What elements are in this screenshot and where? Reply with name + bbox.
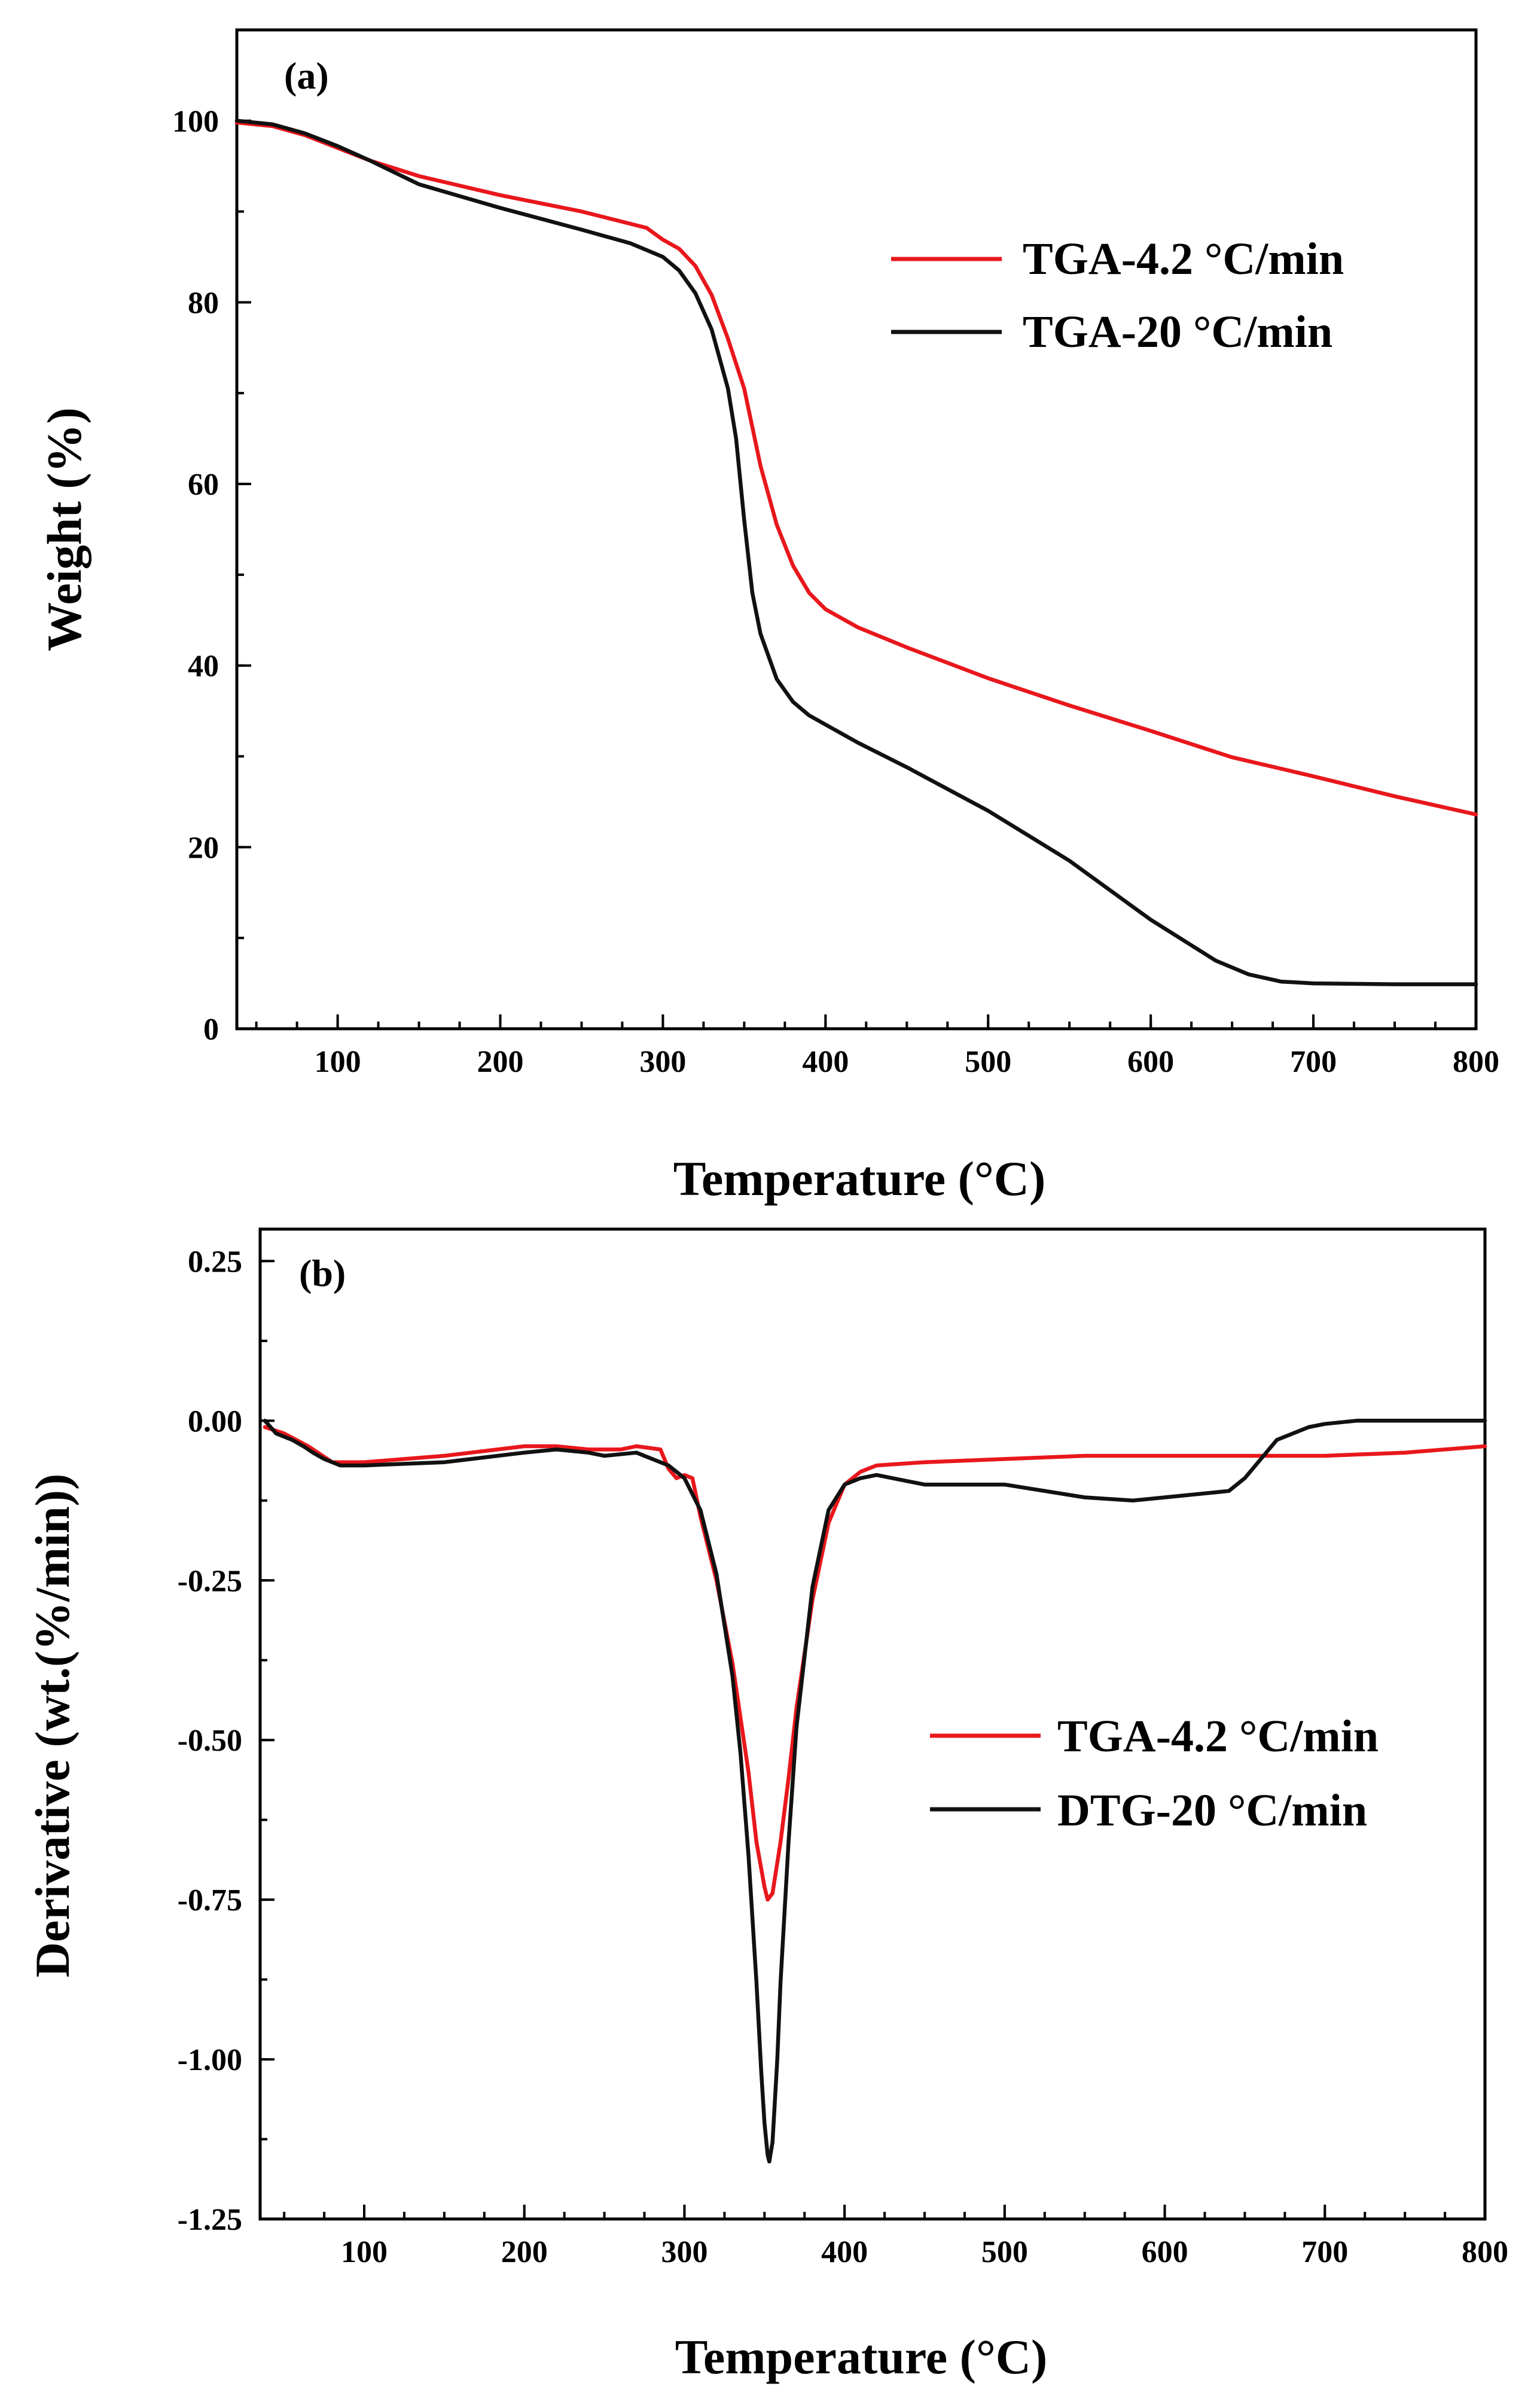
legend-label-tga-4-2-b: TGA-4.2 °C/min bbox=[1057, 1711, 1379, 1761]
panel-b-axis-ticks: 100 200 300 400 500 600 700 800 0.25 0.00 -0.25 -0.… bbox=[178, 1245, 1508, 2269]
panel-b-derivative-chart: 100 200 300 400 500 600 700 800 0.25 0.00 -0.25 -0.… bbox=[25, 1227, 1508, 2384]
panel-a-weight-chart: 100 200 300 400 500 600 700 800 0 20 40 60 80 100 (a)… bbox=[37, 28, 1499, 1206]
panel-b-y-axis-title: Derivative (wt.(%/min)) bbox=[25, 1474, 80, 1978]
panel-b-legend: TGA-4.2 °C/min DTG-20 °C/min bbox=[930, 1711, 1379, 1836]
b-x-tick-label-200: 200 bbox=[501, 2235, 548, 2269]
b-y-tick-label-0-00: 0.00 bbox=[188, 1404, 242, 1438]
a-y-tick-label-100: 100 bbox=[172, 105, 219, 139]
panel-a-series-group bbox=[234, 118, 1478, 986]
b-x-tick-label-700: 700 bbox=[1301, 2235, 1348, 2269]
b-series-line-tga-4-2-c-min bbox=[263, 1425, 1487, 1902]
legend-label-dtg-20: DTG-20 °C/min bbox=[1057, 1785, 1367, 1836]
a-y-tick-label-20: 20 bbox=[188, 831, 219, 865]
b-y-tick-label-0-50: -0.50 bbox=[178, 1724, 242, 1758]
panel-a-plot-frame bbox=[235, 28, 1478, 1031]
a-x-tick-label-200: 200 bbox=[477, 1045, 524, 1079]
a-y-tick-label-40: 40 bbox=[188, 650, 219, 684]
b-y-tick-label-1-25: -1.25 bbox=[178, 2203, 242, 2237]
panel-b-x-axis-title: Temperature (°C) bbox=[675, 2330, 1048, 2384]
b-x-tick-label-600: 600 bbox=[1142, 2235, 1188, 2269]
panel-b-plot-frame bbox=[258, 1227, 1487, 2221]
a-x-tick-label-800: 800 bbox=[1453, 1045, 1499, 1079]
panel-b-series-group bbox=[263, 1419, 1487, 2164]
legend-label-tga-4-2: TGA-4.2 °C/min bbox=[1023, 234, 1344, 284]
legend-label-tga-20: TGA-20 °C/min bbox=[1023, 307, 1332, 357]
b-x-tick-label-400: 400 bbox=[821, 2235, 868, 2269]
a-series-line-tga-20-c-min bbox=[234, 118, 1478, 986]
b-y-tick-label-0-75: -0.75 bbox=[178, 1883, 242, 1918]
a-x-tick-label-300: 300 bbox=[639, 1045, 686, 1079]
a-x-tick-label-500: 500 bbox=[965, 1045, 1011, 1079]
a-y-tick-label-80: 80 bbox=[188, 286, 219, 320]
b-x-tick-label-100: 100 bbox=[341, 2235, 388, 2269]
panel-a-y-axis-title: Weight (%) bbox=[37, 407, 92, 651]
a-x-tick-label-400: 400 bbox=[802, 1045, 849, 1079]
a-x-tick-label-700: 700 bbox=[1290, 1045, 1337, 1079]
panel-a-label: (a) bbox=[284, 54, 329, 97]
a-x-tick-label-100: 100 bbox=[315, 1045, 361, 1079]
a-series-line-tga-4-2-c-min bbox=[234, 120, 1478, 816]
b-x-tick-label-800: 800 bbox=[1462, 2235, 1508, 2269]
b-x-tick-label-300: 300 bbox=[661, 2235, 707, 2269]
b-y-tick-label-0-25: -0.25 bbox=[178, 1564, 242, 1598]
panel-b-label: (b) bbox=[299, 1252, 346, 1294]
a-y-tick-label-0: 0 bbox=[203, 1013, 219, 1047]
b-series-line-dtg-20-c-min bbox=[263, 1419, 1487, 2164]
a-x-tick-label-600: 600 bbox=[1127, 1045, 1174, 1079]
b-x-tick-label-500: 500 bbox=[981, 2235, 1028, 2269]
panel-a-x-axis-title: Temperature (°C) bbox=[673, 1151, 1046, 1206]
panel-a-axis-ticks: 100 200 300 400 500 600 700 800 0 20 40 60 80 100 bbox=[172, 29, 1499, 1079]
b-y-tick-label-0-25: 0.25 bbox=[188, 1245, 242, 1279]
a-y-tick-label-60: 60 bbox=[188, 468, 219, 502]
b-y-tick-label-1-00: -1.00 bbox=[178, 2043, 242, 2077]
panel-a-legend: TGA-4.2 °C/min TGA-20 °C/min bbox=[891, 234, 1344, 357]
